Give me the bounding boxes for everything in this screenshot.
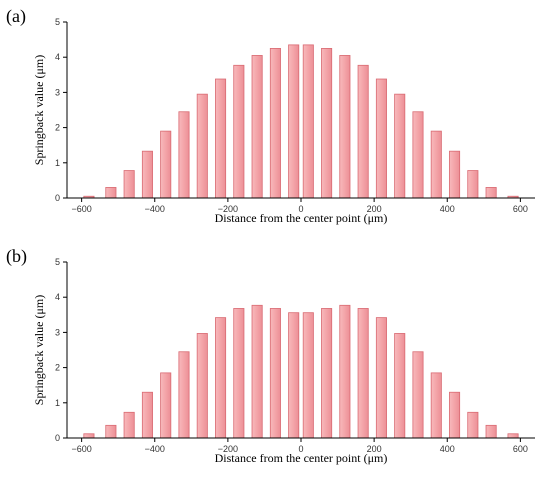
bar-chart-b: −600 −400 −200 0 200 400 600 0 1 2 3 4 5 Distance fro…: [32, 257, 535, 465]
bar-a-4: [160, 130, 172, 199]
bar-a-22: [485, 187, 497, 199]
bar-a-10: [269, 48, 281, 199]
bar-b-13: [321, 308, 333, 439]
bar-a-15: [357, 64, 369, 199]
panel-label-b: (b): [6, 246, 27, 266]
x-tick-label-a-2: −200: [218, 204, 238, 214]
bar-b-7: [215, 317, 227, 439]
y-tick-label-a-3: 3: [55, 87, 60, 97]
bar-b-17: [394, 333, 406, 439]
y-tick-label-b-0: 0: [55, 433, 60, 443]
bar-b-3: [141, 391, 153, 439]
y-axis-title-b: Springback value (μm): [32, 295, 46, 405]
bar-a-13: [321, 48, 333, 199]
bar-b-20: [449, 391, 461, 439]
x-tick-label-b-0: −600: [71, 444, 91, 454]
y-tick-label-a-5: 5: [55, 17, 60, 27]
x-tick-label-a-5: 400: [440, 204, 455, 214]
y-tick-label-b-1: 1: [55, 398, 60, 408]
bar-b-16: [375, 317, 387, 439]
bar-a-11: [288, 44, 300, 199]
bar-b-14: [339, 304, 351, 439]
x-axis-title-a: Distance from the center point (μm): [215, 211, 388, 225]
bar-b-19: [430, 372, 442, 439]
bar-a-19: [430, 130, 442, 199]
bar-b-22: [485, 424, 497, 439]
bar-b-8: [233, 308, 245, 439]
bar-a-17: [394, 93, 406, 199]
bar-a-3: [141, 150, 153, 199]
bar-a-6: [196, 93, 208, 199]
x-tick-label-b-3: 0: [298, 444, 303, 454]
y-tick-label-b-5: 5: [55, 257, 60, 267]
y-tick-label-a-1: 1: [55, 158, 60, 168]
bar-b-4: [160, 372, 172, 439]
bar-a-5: [178, 111, 190, 199]
x-tick-label-b-1: −400: [145, 444, 165, 454]
bar-a-21: [467, 170, 479, 199]
bar-b-1: [105, 424, 117, 439]
bar-b-6: [196, 333, 208, 439]
bar-b-11: [288, 312, 300, 439]
bar-b-9: [251, 304, 263, 439]
x-tick-label-b-4: 200: [367, 444, 382, 454]
bar-a-9: [251, 55, 263, 199]
bar-a-18: [412, 111, 424, 199]
bar-b-23: [507, 433, 519, 439]
x-axis-title-b: Distance from the center point (μm): [215, 451, 388, 465]
x-tick-label-a-3: 0: [298, 204, 303, 214]
bar-b-21: [467, 411, 479, 439]
bar-b-18: [412, 351, 424, 439]
bar-a-16: [375, 78, 387, 199]
panel-label-a: (a): [6, 6, 26, 26]
bar-a-14: [339, 55, 351, 199]
bar-a-1: [105, 187, 117, 199]
bar-a-8: [233, 64, 245, 199]
y-tick-label-a-4: 4: [55, 52, 60, 62]
x-tick-label-a-1: −400: [145, 204, 165, 214]
x-tick-label-b-6: 600: [513, 444, 528, 454]
bar-b-2: [123, 411, 135, 439]
x-tick-label-a-0: −600: [71, 204, 91, 214]
bar-b-10: [269, 308, 281, 439]
bar-a-7: [215, 78, 227, 199]
bar-chart-a: −600 −400 −200 0 200 400 600 0 1 2 3 4 5 Distance fro…: [32, 17, 535, 225]
x-tick-label-b-5: 400: [440, 444, 455, 454]
chart-panel-b: (b) −600 −400 −200 0 200 400 600 0 1 2 3 4 5 Distance…: [0, 240, 550, 480]
bar-b-15: [357, 308, 369, 439]
bar-b-0: [83, 433, 95, 439]
x-tick-label-b-2: −200: [218, 444, 238, 454]
y-tick-label-a-2: 2: [55, 123, 60, 133]
bar-a-20: [449, 150, 461, 199]
bar-a-12: [302, 44, 314, 199]
x-tick-label-a-6: 600: [513, 204, 528, 214]
x-tick-label-a-4: 200: [367, 204, 382, 214]
bar-b-12: [302, 312, 314, 439]
y-tick-label-b-3: 3: [55, 327, 60, 337]
y-axis-title-a: Springback value (μm): [32, 55, 46, 165]
y-tick-label-a-0: 0: [55, 193, 60, 203]
y-tick-label-b-2: 2: [55, 363, 60, 373]
bar-b-5: [178, 351, 190, 439]
y-tick-label-b-4: 4: [55, 292, 60, 302]
chart-panel-a: (a) −600 −400 −200 0 200 400 600 0 1 2 3 4 5 Distance…: [6, 6, 535, 225]
bar-a-2: [123, 170, 135, 199]
